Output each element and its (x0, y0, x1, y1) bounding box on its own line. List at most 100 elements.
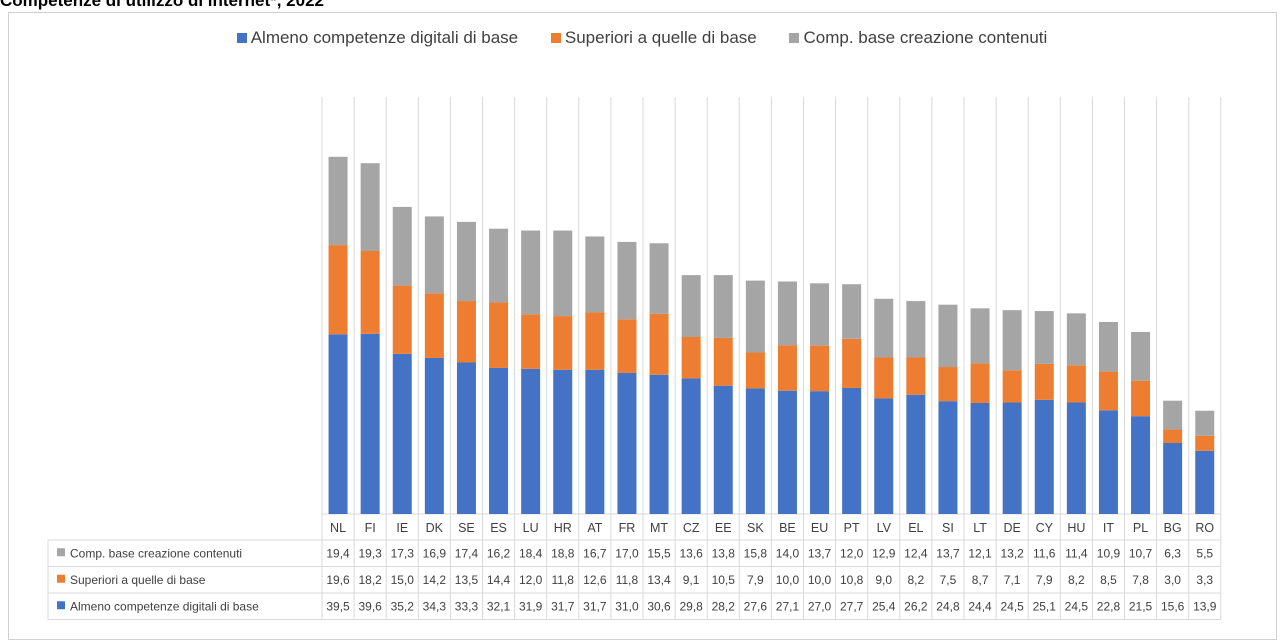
bar-segment-eu-1 (810, 345, 830, 392)
table-cell: 19,4 (326, 546, 350, 560)
table-cell: 7,5 (940, 573, 957, 587)
table-cell: 28,2 (712, 599, 736, 613)
legend-swatch-base (236, 33, 247, 43)
table-cell: 14,2 (423, 573, 447, 587)
table-cell: 8,2 (908, 573, 925, 587)
bar-segment-be-1 (777, 345, 797, 391)
table-cell: 10,8 (840, 573, 864, 587)
category-label-it: IT (1103, 521, 1114, 535)
bar-segment-hu-0 (1066, 402, 1086, 514)
bar-segment-ie-1 (392, 285, 412, 354)
category-label-bg: BG (1164, 521, 1182, 535)
table-cell: 12,9 (872, 546, 896, 560)
table-cell: 13,7 (808, 546, 832, 560)
chart-title: Competenze di utilizzo di internet*, 202… (0, 0, 324, 10)
category-label-de: DE (1003, 521, 1020, 535)
table-cell: 27,6 (744, 599, 768, 613)
category-label-eu: EU (811, 521, 828, 535)
bar-segment-mt-1 (649, 313, 669, 375)
table-cell: 8,5 (1100, 573, 1117, 587)
table-cell: 31,7 (551, 599, 575, 613)
table-cell: 24,5 (1065, 599, 1089, 613)
legend-label-superiori: Superiori a quelle di base (564, 28, 757, 47)
table-cell: 12,0 (519, 573, 543, 587)
table-cell: 14,4 (487, 573, 511, 587)
table-cell: 16,9 (423, 546, 447, 560)
table-cell: 11,8 (616, 573, 639, 587)
table-cell: 30,6 (647, 599, 671, 613)
table-cell: 32,1 (487, 599, 511, 613)
bar-segment-lt-0 (970, 402, 990, 514)
bar-segment-bg-0 (1163, 443, 1183, 514)
bar-segment-nl-2 (328, 156, 348, 246)
table-cell: 9,1 (683, 573, 700, 587)
table-cell: 31,9 (519, 599, 543, 613)
table-row-label-1: Superiori a quelle di base (70, 573, 206, 587)
table-cell: 31,0 (615, 599, 639, 613)
table-cell: 15,6 (1161, 599, 1185, 613)
table-cell: 13,2 (1000, 546, 1024, 560)
bar-segment-cy-1 (1034, 363, 1054, 400)
category-label-sk: SK (747, 521, 764, 535)
table-cell: 10,0 (776, 573, 800, 587)
bar-segment-ro-2 (1195, 410, 1215, 436)
bar-segment-se-1 (456, 301, 476, 363)
bar-segment-de-0 (1002, 402, 1022, 514)
category-label-es: ES (490, 521, 507, 535)
table-cell: 24,8 (936, 599, 960, 613)
table-cell: 13,9 (1193, 599, 1217, 613)
bar-segment-se-2 (456, 221, 476, 302)
category-label-si: SI (942, 521, 954, 535)
table-cell: 13,8 (712, 546, 736, 560)
bar-segment-ie-0 (392, 353, 412, 514)
category-label-pl: PL (1133, 521, 1148, 535)
bar-segment-it-0 (1098, 410, 1118, 514)
bar-segment-pl-1 (1131, 380, 1151, 417)
bar-segment-dk-0 (424, 357, 444, 514)
bar-segment-ie-2 (392, 206, 412, 286)
bar-segment-fi-1 (360, 251, 380, 334)
table-cell: 19,3 (358, 546, 382, 560)
table-cell: 13,5 (455, 573, 479, 587)
bar-segment-sk-2 (745, 280, 765, 353)
table-cell: 14,0 (776, 546, 800, 560)
bar-segment-es-2 (489, 228, 509, 303)
legend-swatch-superiori (550, 33, 561, 43)
bar-segment-lv-1 (874, 357, 894, 399)
bar-segment-el-2 (906, 301, 926, 358)
bar-segment-pl-0 (1131, 416, 1151, 514)
bar-segment-si-1 (938, 367, 958, 402)
table-cell: 39,6 (358, 599, 382, 613)
bar-segment-mt-0 (649, 374, 669, 514)
bar-segment-fr-1 (617, 319, 637, 373)
table-row-label-0: Almeno competenze digitali di base (70, 599, 259, 613)
bar-segment-cz-1 (681, 337, 701, 379)
category-label-hu: HU (1067, 521, 1085, 535)
bar-segment-ee-1 (713, 337, 733, 386)
table-cell: 24,4 (968, 599, 992, 613)
category-label-pt: PT (844, 521, 860, 535)
table-cell: 7,1 (1004, 573, 1021, 587)
bar-segment-ro-1 (1195, 435, 1215, 451)
bar-segment-bg-2 (1163, 400, 1183, 430)
table-cell: 33,3 (455, 599, 479, 613)
bar-segment-hr-0 (553, 369, 573, 514)
table-cell: 6,3 (1164, 546, 1181, 560)
bar-segment-ee-0 (713, 385, 733, 514)
bar-segment-cz-2 (681, 275, 701, 338)
table-cell: 11,6 (1033, 546, 1056, 560)
category-label-lu: LU (523, 521, 539, 535)
bar-segment-hr-2 (553, 230, 573, 317)
bar-segment-lt-2 (970, 308, 990, 364)
table-cell: 18,2 (358, 573, 382, 587)
bar-segment-lv-2 (874, 298, 894, 358)
table-cell: 10,7 (1129, 546, 1153, 560)
category-label-fi: FI (365, 521, 376, 535)
category-label-at: AT (587, 521, 602, 535)
category-label-be: BE (779, 521, 796, 535)
bar-segment-pt-2 (842, 284, 862, 339)
category-label-ee: EE (715, 521, 732, 535)
table-cell: 18,4 (519, 546, 543, 560)
bar-segment-hr-1 (553, 316, 573, 370)
